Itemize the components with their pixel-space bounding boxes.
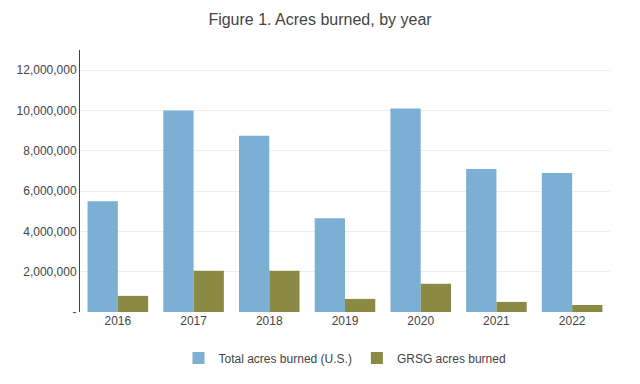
svg-text:2016: 2016 [105,314,132,328]
svg-text:2022: 2022 [559,314,586,328]
svg-text:8,000,000: 8,000,000 [23,144,77,158]
svg-text:Figure 1. Acres burned, by yea: Figure 1. Acres burned, by year [208,11,432,28]
svg-text:6,000,000: 6,000,000 [23,184,77,198]
svg-text:2019: 2019 [332,314,359,328]
svg-text:10,000,000: 10,000,000 [17,104,77,118]
svg-text:2,000,000: 2,000,000 [23,265,77,279]
svg-text:2017: 2017 [180,314,207,328]
svg-text:Total acres burned (U.S.): Total acres burned (U.S.) [219,352,352,366]
svg-text:2021: 2021 [483,314,510,328]
svg-text:4,000,000: 4,000,000 [23,225,77,239]
svg-text:-: - [73,305,77,319]
svg-text:2020: 2020 [407,314,434,328]
svg-text:12,000,000: 12,000,000 [17,63,77,77]
svg-text:GRSG acres burned: GRSG acres burned [397,352,506,366]
svg-text:2018: 2018 [256,314,283,328]
